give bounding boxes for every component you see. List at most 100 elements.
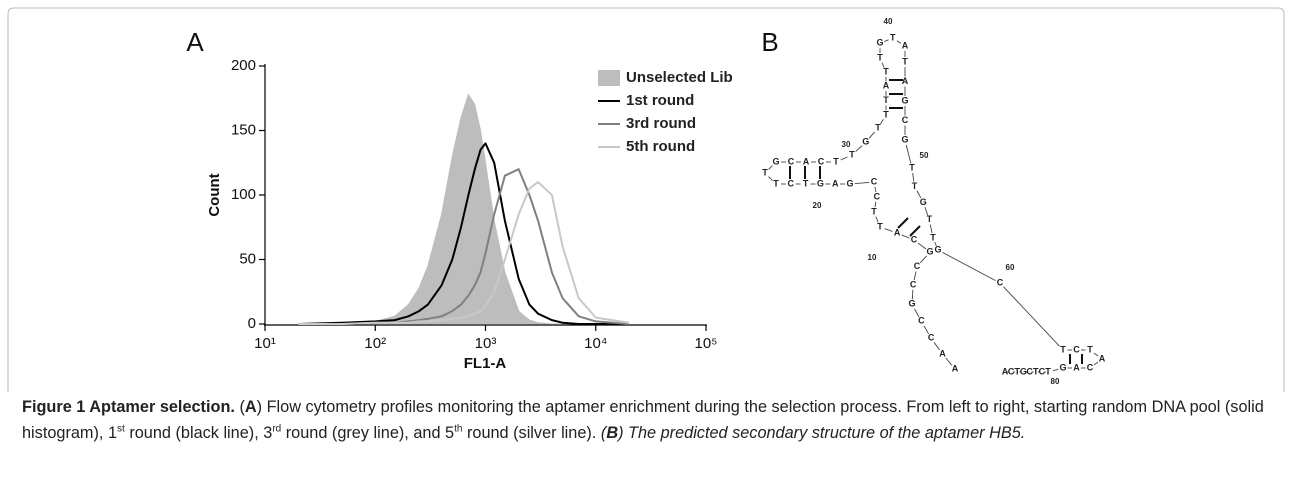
- y-axis-title: Count: [206, 173, 223, 216]
- base: A: [902, 40, 909, 50]
- backbone: [840, 156, 848, 161]
- base: A: [894, 227, 901, 237]
- backbone: [934, 241, 937, 247]
- x-tick-label: 10⁵: [695, 335, 718, 352]
- y-tick-label: 100: [231, 186, 256, 203]
- caption-label: Figure 1 Aptamer selection.: [22, 398, 235, 416]
- backbone: [881, 62, 885, 68]
- base: T: [902, 56, 908, 66]
- backbone: [854, 181, 870, 185]
- backbone: [855, 145, 863, 152]
- backbone: [868, 131, 876, 139]
- base: A: [1002, 366, 1009, 376]
- line: [298, 168, 629, 325]
- base: A: [952, 363, 959, 373]
- base: T: [930, 232, 936, 242]
- position-label: 20: [813, 201, 822, 210]
- backbone: [920, 255, 928, 264]
- base: G: [1059, 362, 1066, 372]
- base: G: [817, 178, 824, 188]
- base: A: [803, 156, 810, 166]
- base: C: [871, 176, 878, 186]
- base: T: [927, 214, 933, 224]
- backbone: [911, 289, 914, 300]
- panel-label: B: [761, 27, 778, 57]
- base: T: [883, 66, 889, 76]
- caption-text: ) Flow cytometry profiles monitoring the…: [22, 398, 1264, 442]
- base: T: [849, 149, 855, 159]
- caption-text: ) The predicted secondary structure of t…: [618, 424, 1026, 442]
- caption-text: B: [606, 424, 619, 442]
- caption: Figure 1 Aptamer selection. (A) Flow cyt…: [22, 394, 1272, 446]
- backbone: [929, 224, 933, 234]
- base: A: [902, 76, 909, 86]
- base: T: [883, 109, 889, 119]
- base: T: [1015, 366, 1021, 376]
- base: C: [918, 316, 925, 326]
- base-pairs: [789, 79, 1083, 364]
- y-tick-label: 200: [231, 57, 256, 74]
- base: T: [909, 162, 915, 172]
- position-label: 50: [920, 151, 929, 160]
- base: T: [871, 206, 877, 216]
- base: T: [833, 156, 839, 166]
- base: T: [773, 178, 779, 188]
- base: T: [890, 32, 896, 42]
- legend-label: 3rd round: [626, 115, 696, 132]
- caption-text: (: [239, 398, 245, 416]
- base: T: [1060, 344, 1066, 354]
- legend-label: Unselected Lib: [626, 69, 733, 86]
- caption-text: (: [600, 424, 607, 442]
- backbone: [912, 172, 915, 182]
- backbone: [884, 228, 893, 232]
- caption-text: th: [454, 423, 463, 435]
- x-axis-title: FL1-A: [464, 355, 507, 372]
- backbone: [768, 165, 773, 170]
- base: T: [877, 221, 883, 231]
- base: C: [788, 156, 795, 166]
- base: C: [902, 115, 909, 125]
- base: C: [1087, 362, 1094, 372]
- caption-text: round (silver line).: [462, 424, 601, 442]
- base: T: [762, 167, 768, 177]
- base: C: [997, 277, 1004, 287]
- base: C: [914, 261, 921, 271]
- backbone: [874, 186, 877, 193]
- backbone: [942, 251, 996, 282]
- backbone: [901, 234, 910, 239]
- position-label: 80: [1051, 377, 1060, 386]
- base: A: [939, 348, 946, 358]
- backbone: [884, 39, 889, 42]
- base: T: [912, 181, 918, 191]
- caption-text: A: [244, 398, 257, 416]
- pair-bar: [909, 225, 921, 237]
- backbone: [874, 201, 877, 208]
- base: G: [901, 134, 908, 144]
- backbone: [905, 144, 912, 164]
- base: T: [1087, 344, 1093, 354]
- base: G: [876, 38, 883, 48]
- position-label: 60: [1006, 263, 1015, 272]
- base: T: [883, 95, 889, 105]
- backbone: [880, 119, 884, 124]
- base: C: [788, 178, 795, 188]
- caption-text: st: [117, 423, 125, 435]
- base: G: [901, 95, 908, 105]
- base: C: [910, 279, 917, 289]
- y-tick-label: 0: [248, 315, 256, 332]
- position-label: 10: [868, 253, 877, 262]
- backbone: [945, 357, 953, 366]
- chart: A FL1-A Count 0 50 100 150 200 10¹ 10² 10³ 10⁴ 10…: [186, 27, 732, 372]
- base: C: [911, 234, 918, 244]
- caption-text: round (grey line), and 5: [281, 424, 455, 442]
- backbone: [875, 216, 879, 223]
- panel-label: A: [186, 27, 204, 57]
- backbone: [933, 342, 940, 351]
- base: T: [803, 178, 809, 188]
- base: A: [1073, 362, 1080, 372]
- base: G: [934, 244, 941, 254]
- backbone: [914, 308, 920, 318]
- base: C: [1039, 366, 1046, 376]
- base: T: [1033, 366, 1039, 376]
- base: T: [1045, 366, 1051, 376]
